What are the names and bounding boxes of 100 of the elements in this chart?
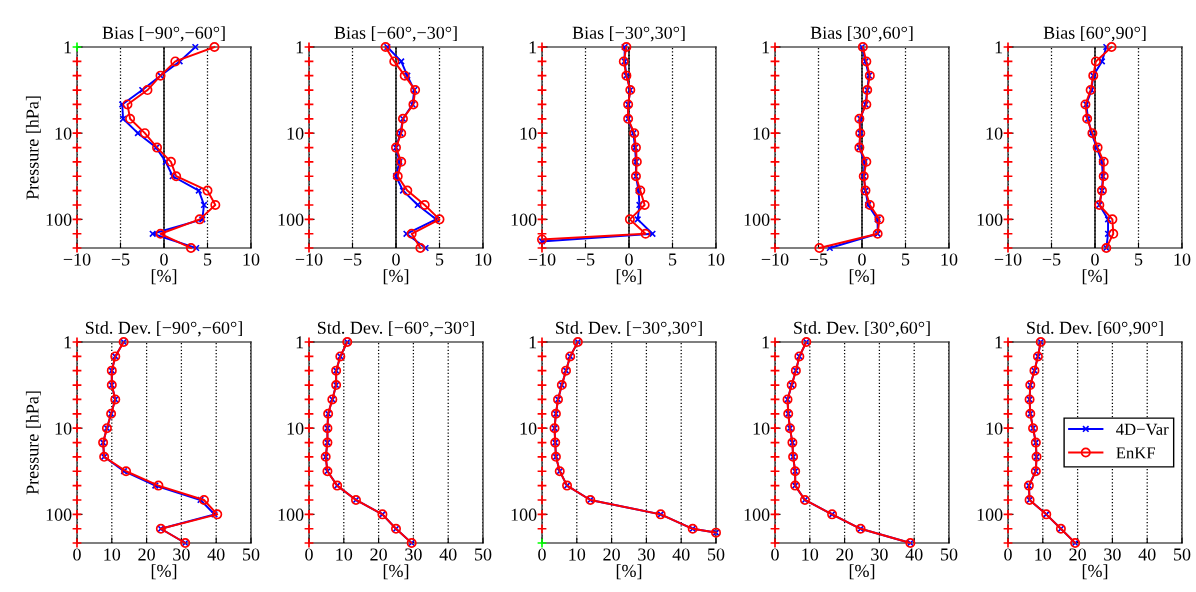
x-tick-label: 40 bbox=[207, 548, 225, 561]
x-tick-label: 10 bbox=[1174, 253, 1191, 266]
y-axis-title: Pressure [hPa] bbox=[25, 391, 41, 495]
y-tick-label: 100 bbox=[977, 213, 1003, 226]
x-tick-label: 0 bbox=[73, 548, 81, 561]
x-tick-label: 50 bbox=[243, 548, 260, 561]
legend-label: 4D−Var bbox=[1116, 423, 1169, 436]
x-tick-label: 0 bbox=[160, 253, 168, 266]
chart-title: Std. Dev. [−60°,−30°] bbox=[317, 321, 474, 337]
y-tick-label: 100 bbox=[744, 213, 770, 226]
x-tick-label: −10 bbox=[295, 253, 323, 266]
y-tick-label: 10 bbox=[520, 422, 537, 435]
chart-title: Std. Dev. [60°,90°] bbox=[1027, 321, 1163, 337]
x-tick-label: 0 bbox=[392, 253, 400, 266]
x-tick-label: 40 bbox=[1138, 548, 1156, 561]
x-tick-label: −5 bbox=[809, 253, 828, 266]
x-tick-label: 10 bbox=[569, 548, 586, 561]
y-tick-label: 10 bbox=[753, 422, 770, 435]
x-tick-label: −5 bbox=[343, 253, 362, 266]
x-tick-label: 10 bbox=[941, 253, 958, 266]
y-tick-label: 10 bbox=[55, 127, 72, 140]
x-tick-label: 50 bbox=[475, 548, 492, 561]
x-axis-title: [%] bbox=[849, 564, 875, 580]
y-tick-label: 100 bbox=[46, 213, 72, 226]
x-tick-label: −10 bbox=[761, 253, 789, 266]
x-tick-label: 10 bbox=[243, 253, 260, 266]
x-axis-title: [%] bbox=[1082, 564, 1108, 580]
x-tick-label: 50 bbox=[708, 548, 725, 561]
x-axis-title: [%] bbox=[1082, 269, 1108, 285]
x-tick-label: 30 bbox=[173, 548, 190, 561]
x-axis-title: [%] bbox=[151, 269, 177, 285]
y-tick-label: 100 bbox=[977, 508, 1003, 521]
x-tick-label: 50 bbox=[1174, 548, 1191, 561]
y-tick-label: 100 bbox=[278, 508, 304, 521]
x-tick-label: 30 bbox=[1104, 548, 1121, 561]
x-tick-label: 10 bbox=[1035, 548, 1052, 561]
x-tick-label: 10 bbox=[802, 548, 819, 561]
y-tick-label: 10 bbox=[287, 127, 304, 140]
y-tick-label: 1 bbox=[995, 41, 1003, 54]
y-tick-label: 1 bbox=[529, 336, 537, 349]
chart-title: Bias [−30°,30°] bbox=[572, 26, 685, 42]
x-tick-label: 0 bbox=[538, 548, 546, 561]
x-tick-label: −10 bbox=[63, 253, 91, 266]
chart-title: Bias [−90°,−60°] bbox=[102, 26, 225, 42]
x-tick-label: 20 bbox=[138, 548, 155, 561]
y-tick-label: 100 bbox=[511, 508, 537, 521]
x-axis-title: [%] bbox=[849, 269, 875, 285]
x-tick-label: 30 bbox=[405, 548, 422, 561]
x-tick-label: 0 bbox=[1004, 548, 1012, 561]
x-tick-label: 20 bbox=[1069, 548, 1086, 561]
x-tick-label: −5 bbox=[111, 253, 130, 266]
x-tick-label: −10 bbox=[994, 253, 1022, 266]
chart-title: Bias [30°,60°] bbox=[810, 26, 913, 42]
x-tick-label: 5 bbox=[436, 253, 444, 266]
y-tick-label: 1 bbox=[529, 41, 537, 54]
x-tick-label: 0 bbox=[771, 548, 779, 561]
x-axis-title: [%] bbox=[616, 269, 642, 285]
x-tick-label: 20 bbox=[370, 548, 387, 561]
x-tick-label: 5 bbox=[1135, 253, 1143, 266]
x-tick-label: 0 bbox=[305, 548, 313, 561]
x-tick-label: 10 bbox=[104, 548, 121, 561]
x-axis-title: [%] bbox=[383, 269, 409, 285]
y-tick-label: 10 bbox=[986, 127, 1003, 140]
x-tick-label: 10 bbox=[708, 253, 725, 266]
x-tick-label: 20 bbox=[603, 548, 620, 561]
chart-title: Bias [−60°,−30°] bbox=[334, 26, 457, 42]
y-tick-label: 10 bbox=[753, 127, 770, 140]
y-tick-label: 1 bbox=[995, 336, 1003, 349]
x-axis-title: [%] bbox=[151, 564, 177, 580]
x-tick-label: 0 bbox=[858, 253, 866, 266]
y-tick-label: 1 bbox=[64, 41, 72, 54]
x-axis-title: [%] bbox=[383, 564, 409, 580]
y-tick-label: 10 bbox=[55, 422, 72, 435]
x-axis-title: [%] bbox=[616, 564, 642, 580]
y-tick-label: 1 bbox=[296, 336, 304, 349]
y-tick-label: 10 bbox=[520, 127, 537, 140]
x-tick-label: 10 bbox=[475, 253, 492, 266]
y-axis-title: Pressure [hPa] bbox=[25, 96, 41, 200]
x-tick-label: 40 bbox=[905, 548, 923, 561]
chart-title: Std. Dev. [−90°,−60°] bbox=[85, 321, 242, 337]
x-tick-label: 30 bbox=[871, 548, 888, 561]
y-tick-label: 10 bbox=[986, 422, 1003, 435]
x-tick-label: 10 bbox=[336, 548, 353, 561]
y-tick-label: 100 bbox=[46, 508, 72, 521]
x-tick-label: 40 bbox=[439, 548, 457, 561]
y-tick-label: 1 bbox=[762, 41, 770, 54]
chart-title: Std. Dev. [30°,60°] bbox=[794, 321, 930, 337]
y-tick-label: 1 bbox=[296, 41, 304, 54]
y-tick-label: 10 bbox=[287, 422, 304, 435]
y-tick-label: 1 bbox=[762, 336, 770, 349]
chart-title: Std. Dev. [−30°,30°] bbox=[556, 321, 702, 337]
x-tick-label: 5 bbox=[204, 253, 212, 266]
chart-title: Bias [60°,90°] bbox=[1043, 26, 1146, 42]
y-tick-label: 100 bbox=[278, 213, 304, 226]
x-tick-label: 40 bbox=[672, 548, 690, 561]
x-tick-label: −5 bbox=[576, 253, 595, 266]
x-tick-label: 0 bbox=[1091, 253, 1099, 266]
y-tick-label: 100 bbox=[511, 213, 537, 226]
x-tick-label: 30 bbox=[638, 548, 655, 561]
x-tick-label: 0 bbox=[625, 253, 633, 266]
